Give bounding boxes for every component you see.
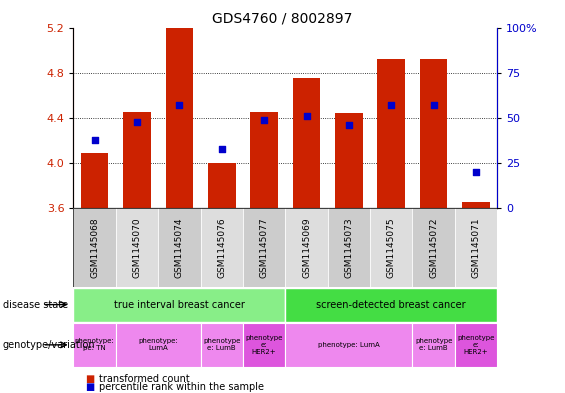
Bar (377, 59, 405, 208)
Bar (158, 208, 201, 287)
Bar (455, 323, 497, 367)
Bar (243, 323, 285, 367)
Point (386, 102, 396, 108)
Bar (293, 78, 320, 208)
Text: GSM1145077: GSM1145077 (260, 217, 268, 278)
Bar (285, 208, 328, 287)
Bar (116, 323, 201, 367)
Bar (335, 113, 363, 208)
Point (429, 102, 438, 108)
Point (471, 169, 480, 175)
Bar (116, 208, 158, 287)
Text: GSM1145075: GSM1145075 (387, 217, 396, 278)
Text: true interval breast cancer: true interval breast cancer (114, 299, 245, 310)
Text: GSM1145074: GSM1145074 (175, 217, 184, 278)
Bar (243, 208, 285, 287)
Bar (285, 323, 412, 367)
Text: GSM1145070: GSM1145070 (133, 217, 141, 278)
Text: phenotype:
LumA: phenotype: LumA (138, 338, 178, 351)
Text: GSM1145071: GSM1145071 (472, 217, 480, 278)
Bar (123, 112, 151, 208)
Bar (462, 202, 490, 208)
Point (259, 117, 269, 123)
Text: GSM1145069: GSM1145069 (302, 217, 311, 278)
Point (217, 145, 226, 152)
Bar (201, 323, 243, 367)
Bar (166, 28, 193, 208)
Text: phenotype
e:
HER2+: phenotype e: HER2+ (457, 335, 495, 355)
Bar (208, 163, 236, 208)
Text: phenotype
e:
HER2+: phenotype e: HER2+ (245, 335, 283, 355)
Bar (73, 208, 116, 287)
Text: ■: ■ (85, 382, 94, 392)
Text: phenotype
e: LumB: phenotype e: LumB (203, 338, 241, 351)
Bar (328, 208, 370, 287)
Text: phenotype:
pe: TN: phenotype: pe: TN (75, 338, 115, 351)
Text: ■: ■ (85, 374, 94, 384)
Bar (201, 208, 243, 287)
Text: GSM1145072: GSM1145072 (429, 217, 438, 278)
Text: genotype/variation: genotype/variation (3, 340, 95, 350)
Text: percentile rank within the sample: percentile rank within the sample (99, 382, 264, 392)
Bar (250, 112, 278, 208)
Bar (81, 153, 108, 208)
Text: GDS4760 / 8002897: GDS4760 / 8002897 (212, 12, 353, 26)
Bar (370, 208, 412, 287)
Text: GSM1145068: GSM1145068 (90, 217, 99, 278)
Point (175, 102, 184, 108)
Bar (73, 288, 285, 321)
Text: phenotype
e: LumB: phenotype e: LumB (415, 338, 453, 351)
Text: GSM1145073: GSM1145073 (345, 217, 353, 278)
Text: transformed count: transformed count (99, 374, 190, 384)
Bar (412, 323, 455, 367)
Bar (420, 59, 447, 208)
Point (344, 122, 354, 128)
Text: screen-detected breast cancer: screen-detected breast cancer (316, 299, 466, 310)
Point (302, 113, 311, 119)
Text: phenotype: LumA: phenotype: LumA (318, 342, 380, 348)
Point (132, 118, 141, 125)
Bar (285, 288, 497, 321)
Point (90, 136, 99, 143)
Text: disease state: disease state (3, 299, 68, 310)
Bar (455, 208, 497, 287)
Bar (412, 208, 455, 287)
Bar (73, 323, 116, 367)
Text: GSM1145076: GSM1145076 (218, 217, 226, 278)
